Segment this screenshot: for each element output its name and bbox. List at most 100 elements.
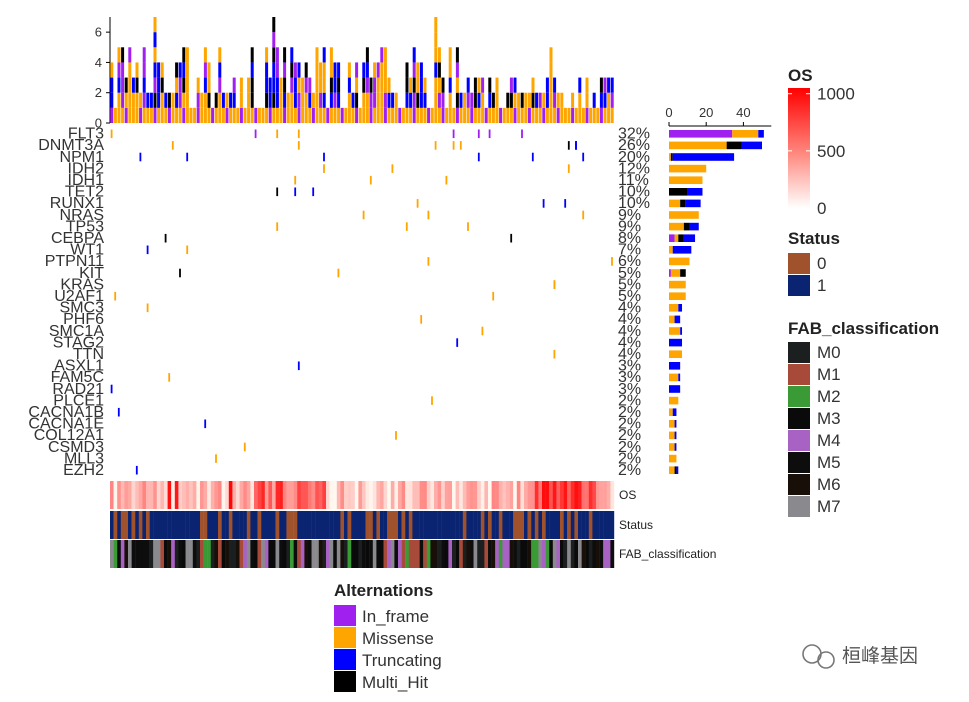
top-bar-segment: [322, 47, 326, 63]
top-bar-segment: [218, 62, 222, 78]
fab-legend-label: M4: [817, 431, 841, 450]
os-cell: [502, 481, 507, 509]
status-cell: [534, 511, 539, 539]
fab-cell: [434, 540, 438, 568]
fab-cell: [243, 540, 247, 568]
mutation-mark: [168, 373, 171, 382]
top-bar-segment: [121, 77, 125, 93]
top-bar-segment: [315, 62, 319, 78]
top-bar-segment: [520, 107, 524, 123]
top-bar-segment: [121, 92, 125, 108]
alterations-legend-label: Truncating: [362, 651, 442, 670]
right-bar-segment: [687, 188, 703, 196]
top-bar-segment: [149, 107, 153, 123]
top-bar-segment: [506, 107, 510, 123]
status-cell: [426, 511, 431, 539]
fab-cell: [225, 540, 229, 568]
top-bar-segment: [455, 62, 459, 78]
gene-percent: 5%: [618, 276, 641, 293]
fab-cell: [556, 540, 561, 568]
fab-cell: [560, 540, 564, 568]
top-bar-segment: [247, 107, 251, 123]
fab-cell: [336, 540, 341, 568]
status-cell: [347, 511, 352, 539]
top-bar-segment: [405, 77, 409, 93]
top-bar-segment: [182, 92, 186, 108]
status-cell: [236, 511, 240, 539]
status-cell: [336, 511, 341, 539]
status-cell: [408, 511, 413, 539]
fab-cell: [473, 540, 478, 568]
top-bar-segment: [509, 77, 513, 93]
status-cell: [531, 511, 535, 539]
status-cell: [563, 511, 568, 539]
top-bar-segment: [481, 107, 485, 123]
right-bar-segment: [669, 362, 681, 370]
mutation-mark: [294, 187, 297, 197]
top-bar-segment: [607, 107, 611, 123]
gene-percent: 2%: [618, 439, 641, 456]
top-bar-segment: [571, 107, 575, 123]
fab-cell: [113, 540, 118, 568]
status-cell: [430, 511, 435, 539]
fab-cell: [210, 540, 215, 568]
top-bar-segment: [160, 92, 164, 108]
top-bar-segment: [401, 107, 405, 123]
top-bar-segment: [391, 92, 395, 108]
right-bar-segment: [685, 199, 701, 208]
top-bar-segment: [319, 92, 323, 108]
fab-cell: [423, 540, 427, 568]
fab-cell: [164, 540, 168, 568]
os-cell: [527, 481, 532, 509]
gene-label: RUNX1: [50, 195, 104, 212]
top-bar-segment: [358, 107, 362, 123]
top-bar-segment: [362, 107, 366, 123]
gene-label: TET2: [65, 184, 104, 201]
top-bar-segment: [387, 92, 391, 108]
top-bar-segment: [333, 77, 337, 93]
top-bar-segment: [477, 77, 481, 93]
os-cell: [160, 481, 165, 509]
top-bar-segment: [373, 107, 377, 123]
status-cell: [387, 511, 391, 539]
top-bar-segment: [160, 77, 164, 93]
right-bar-segment: [680, 199, 686, 208]
fab-cell: [124, 540, 129, 568]
right-bar-segment: [669, 373, 679, 382]
os-cell: [117, 481, 121, 509]
gene-label: PTPN11: [45, 253, 104, 270]
top-bar-segment: [250, 77, 254, 93]
top-bar-segment: [121, 107, 125, 123]
right-bar-segment: [669, 454, 677, 463]
top-bar-segment: [293, 62, 297, 78]
status-cell: [142, 511, 147, 539]
top-bar-segment: [391, 107, 395, 123]
top-bar-segment: [459, 107, 463, 123]
os-cell: [250, 481, 255, 509]
mutation-mark: [542, 199, 545, 208]
os-cell: [599, 481, 604, 509]
top-bar-segment: [185, 62, 189, 78]
gene-label: CSMD3: [48, 439, 104, 456]
mutation-mark: [312, 187, 315, 197]
mutation-mark: [297, 141, 300, 150]
status-cell: [596, 511, 600, 539]
top-bar-segment: [283, 77, 287, 93]
top-bar-segment: [153, 107, 157, 123]
os-cell: [254, 481, 258, 509]
status-cell: [412, 511, 417, 539]
top-bar-segment: [236, 107, 240, 123]
top-bar-segment: [110, 77, 114, 93]
mutation-mark: [146, 245, 149, 255]
status-cell: [585, 511, 589, 539]
gene-label: TTN: [73, 346, 104, 363]
top-bar-segment: [520, 92, 524, 108]
top-bar-segment: [142, 77, 146, 93]
gene-percent: 4%: [618, 323, 641, 340]
mutation-mark: [362, 210, 365, 220]
top-bar-segment: [279, 77, 283, 93]
top-bar-segment: [218, 92, 222, 108]
top-bar-segment: [131, 107, 135, 123]
top-bar-segment: [329, 77, 333, 93]
top-bar-segment: [203, 47, 207, 63]
